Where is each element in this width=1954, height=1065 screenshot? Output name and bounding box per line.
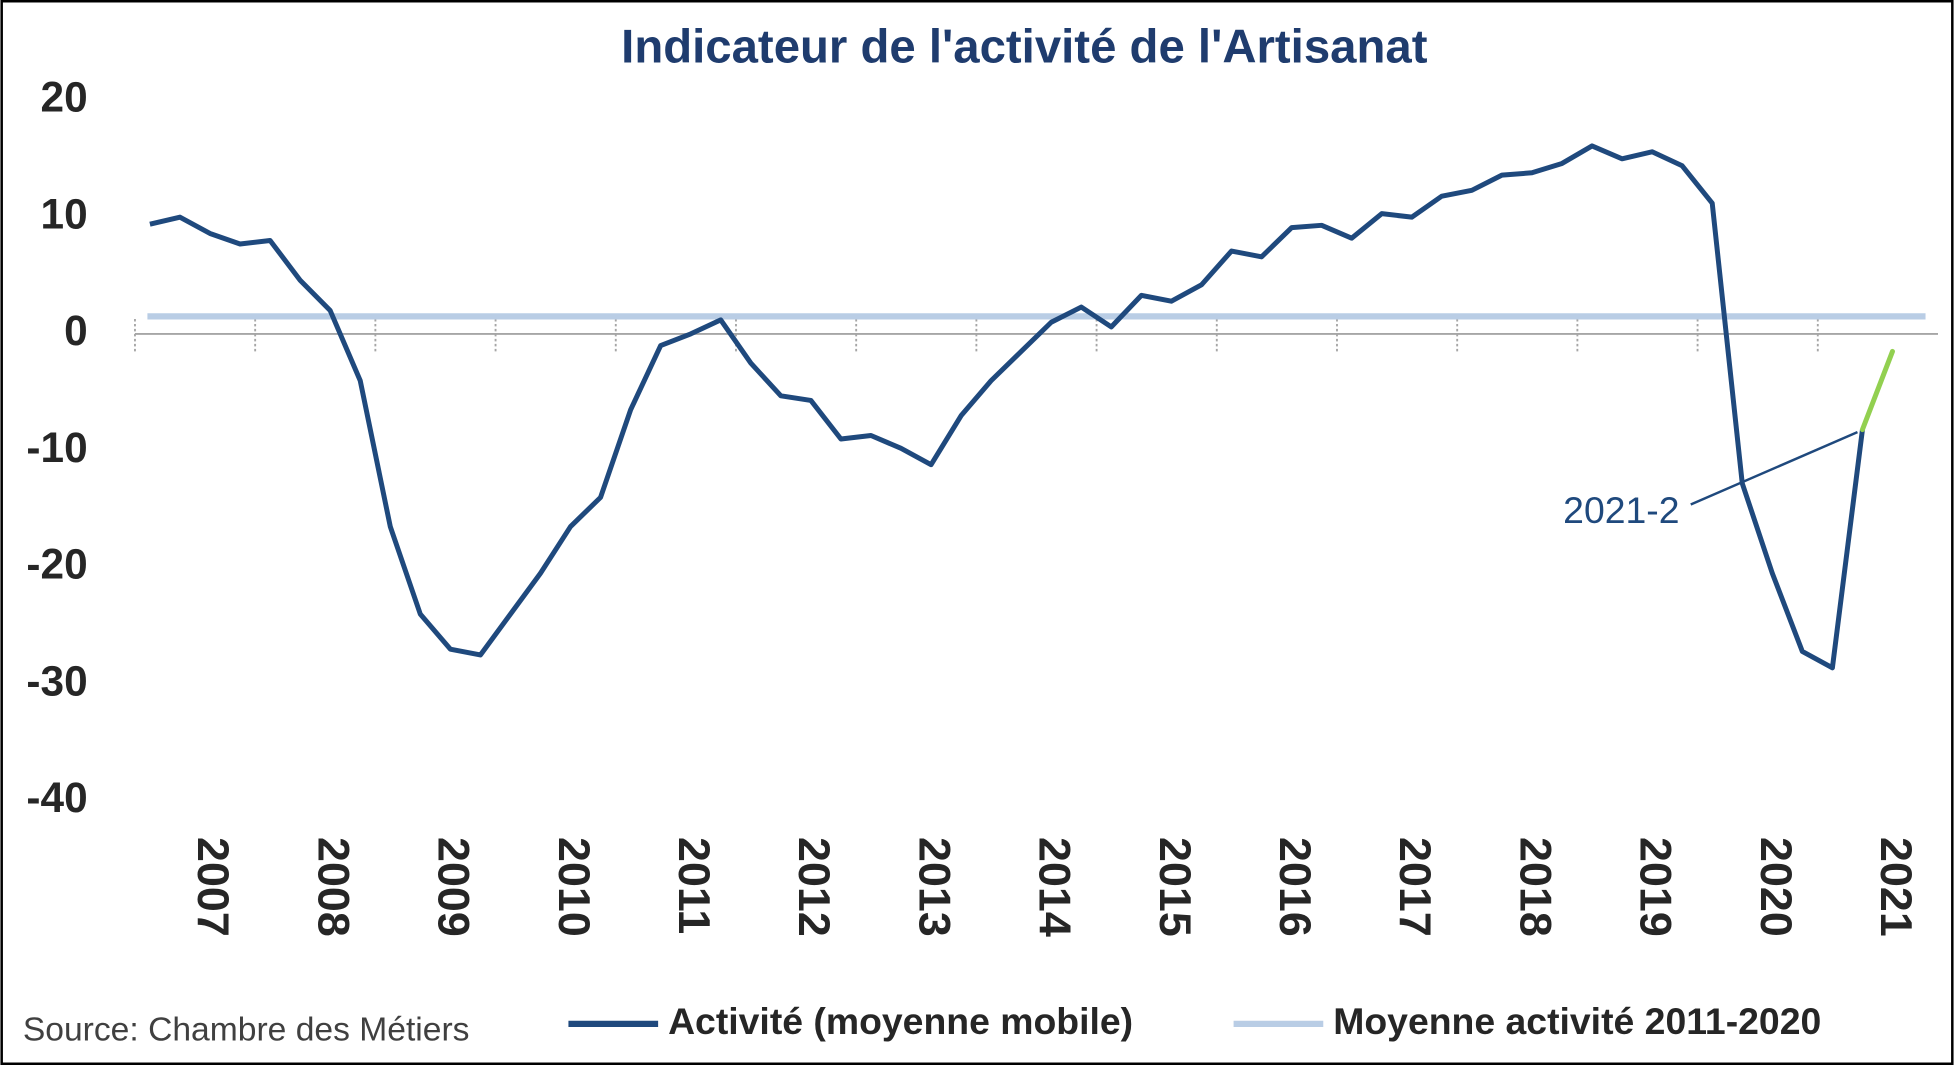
x-tick-label: 2012 (789, 837, 840, 937)
y-tick-label: 20 (41, 74, 88, 121)
x-tick-label: 2016 (1270, 837, 1321, 937)
x-tick-label: 2017 (1390, 837, 1441, 937)
x-tick-label: 2011 (669, 837, 720, 934)
x-tick-label: 2021 (1871, 837, 1922, 937)
source: Source: Chambre des Métiers (23, 1011, 470, 1048)
x-tick-label: 2010 (549, 837, 600, 937)
x-tick-label: 2018 (1510, 837, 1561, 937)
annotation: 2021-2 (1563, 489, 1679, 531)
x-tick-label: 2019 (1631, 837, 1682, 937)
x-tick-label: 2008 (308, 837, 359, 937)
y-tick-label: 10 (41, 190, 88, 237)
x-tick-label: 2009 (429, 837, 480, 937)
x-tick-label: 2020 (1751, 837, 1802, 937)
legend-label: Activité (moyenne mobile) (668, 1000, 1133, 1042)
series-last-segment (1859, 348, 1895, 433)
x-tick-label: 2007 (188, 837, 239, 937)
chart-title: Indicateur de l'activité de l'Artisanat (621, 20, 1428, 73)
y-tick-label: -40 (26, 774, 87, 821)
x-tick-label: 2014 (1030, 837, 1081, 937)
y-tick-label: -30 (26, 657, 87, 704)
y-tick-label: -10 (26, 424, 87, 471)
legend-label: Moyenne activité 2011-2020 (1333, 1000, 1821, 1042)
annotation-leader (1690, 430, 1858, 506)
y-tick-label: 0 (64, 307, 88, 354)
x-tick-label: 2013 (909, 837, 960, 937)
y-tick-label: -20 (26, 541, 87, 588)
x-tick-label: 2015 (1150, 837, 1201, 937)
series-line (149, 143, 1865, 671)
